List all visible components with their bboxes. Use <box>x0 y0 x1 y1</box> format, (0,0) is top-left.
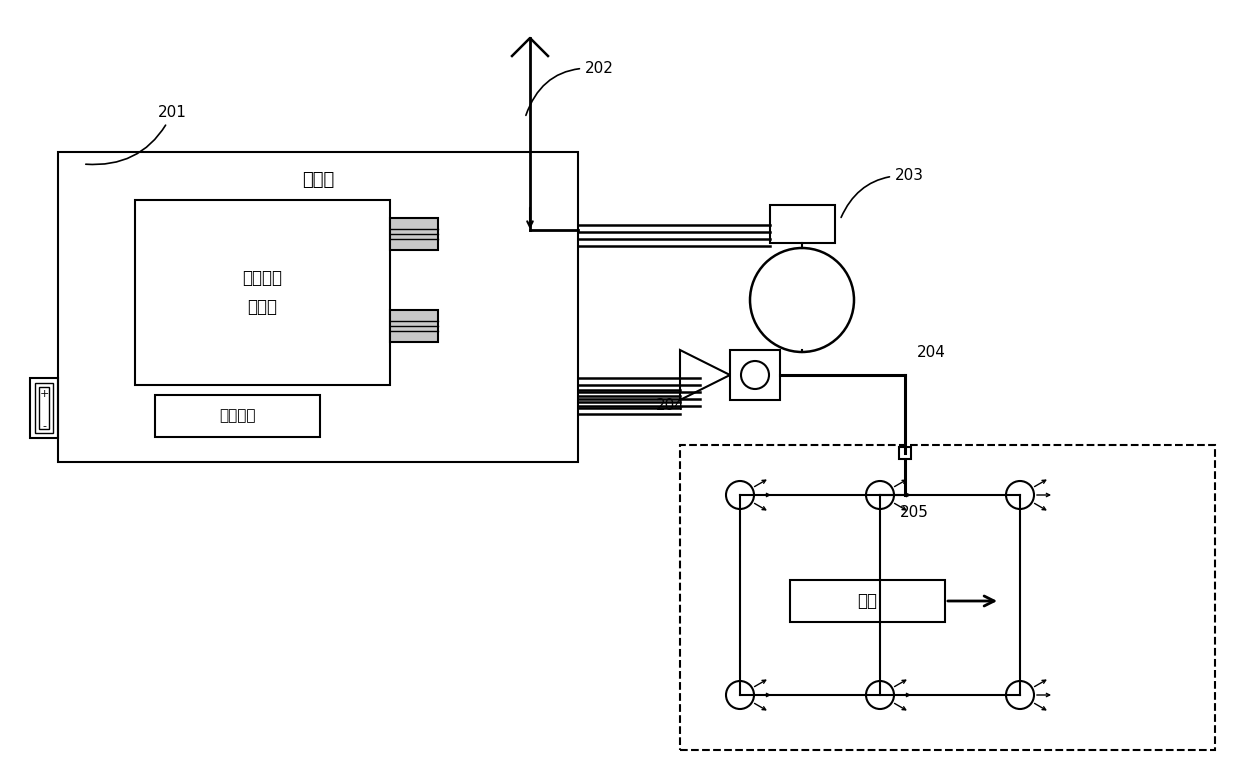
Bar <box>30 378 58 438</box>
Text: 主控模块
电路板: 主控模块 电路板 <box>243 269 283 316</box>
Bar <box>155 395 320 437</box>
Text: 204: 204 <box>918 345 946 360</box>
Bar <box>790 580 945 622</box>
Bar <box>391 310 438 342</box>
Text: 203: 203 <box>841 168 924 218</box>
Bar <box>391 218 438 250</box>
Bar <box>58 152 578 462</box>
Text: 车辆: 车辆 <box>858 592 878 610</box>
Text: 接线端子: 接线端子 <box>219 409 255 423</box>
Bar <box>680 445 1215 750</box>
Bar <box>38 387 50 429</box>
Bar <box>35 383 53 433</box>
Text: -: - <box>42 421 46 431</box>
Text: 201: 201 <box>86 105 187 165</box>
Text: 205: 205 <box>900 505 929 520</box>
Bar <box>770 205 835 243</box>
Bar <box>730 350 780 400</box>
Text: 主控机: 主控机 <box>301 171 334 189</box>
Bar <box>899 447 911 459</box>
Bar <box>135 200 391 385</box>
Text: 204: 204 <box>656 398 684 413</box>
Text: 202: 202 <box>526 61 614 115</box>
Text: +: + <box>40 389 48 399</box>
